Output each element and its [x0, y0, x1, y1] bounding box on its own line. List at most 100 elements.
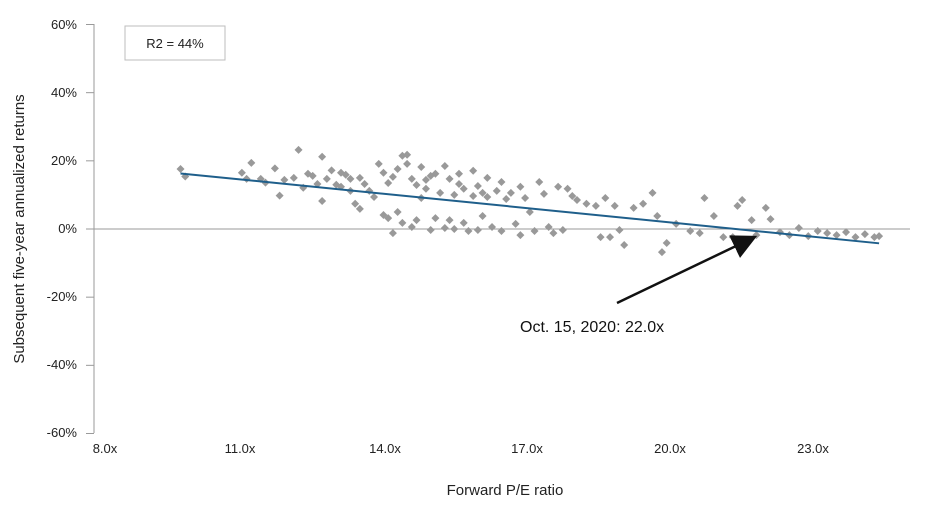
x-tick-label: 17.0x [511, 441, 543, 456]
data-point [421, 184, 430, 193]
data-point [393, 165, 402, 174]
data-point [766, 215, 775, 224]
data-point [431, 169, 440, 178]
data-point [511, 219, 520, 228]
data-point [709, 212, 718, 221]
x-tick-label: 8.0x [93, 441, 118, 456]
x-tick-label: 23.0x [797, 441, 829, 456]
data-point [412, 181, 421, 190]
y-tick-label: 60% [51, 17, 77, 32]
x-tick-label: 20.0x [654, 441, 686, 456]
data-point [469, 166, 478, 175]
r2-label: R2 = 44% [146, 36, 204, 51]
data-point [176, 165, 185, 174]
data-point [417, 162, 426, 171]
data-point [365, 186, 374, 195]
data-point [440, 161, 449, 170]
data-point [747, 216, 756, 225]
data-point [606, 233, 615, 242]
data-point [445, 174, 454, 183]
data-point [719, 233, 728, 242]
data-point [247, 158, 256, 167]
data-point [478, 188, 487, 197]
data-point [615, 226, 624, 235]
y-tick-label: -40% [47, 357, 78, 372]
data-point [370, 192, 379, 201]
data-point [842, 228, 851, 237]
data-point [450, 225, 459, 233]
data-point [455, 180, 463, 189]
data-point [473, 182, 482, 191]
data-point [275, 191, 284, 200]
y-axis-title: Subsequent five-year annualized returns [11, 94, 28, 363]
y-tick-marks [86, 24, 94, 434]
data-point [374, 159, 383, 168]
data-point [794, 223, 803, 232]
data-point [506, 188, 515, 197]
data-point [823, 229, 832, 238]
data-point [237, 168, 246, 177]
data-point [346, 174, 355, 183]
data-point [270, 164, 279, 173]
data-point [516, 231, 525, 240]
data-point [502, 195, 511, 204]
data-point [558, 226, 567, 235]
data-point [851, 233, 860, 242]
data-point [549, 229, 558, 238]
data-point [431, 214, 440, 223]
data-point [610, 201, 619, 210]
data-point [280, 175, 289, 184]
trend-line [180, 172, 880, 245]
x-tick-labels: 8.0x 11.0x 14.0x 17.0x 20.0x 23.0x [93, 441, 830, 456]
data-point [388, 229, 397, 238]
data-point [639, 199, 648, 208]
data-point [530, 227, 539, 236]
data-point [318, 152, 327, 161]
data-point [728, 233, 737, 242]
data-point [516, 182, 525, 191]
data-points [176, 145, 884, 257]
data-point [341, 170, 350, 179]
x-tick-label: 11.0x [225, 441, 256, 456]
data-point [657, 248, 666, 257]
data-point [478, 212, 487, 221]
data-point [360, 180, 369, 189]
data-point [629, 203, 638, 212]
data-point [695, 229, 704, 238]
data-point [488, 222, 497, 231]
annotation-arrow [616, 235, 758, 305]
data-point [384, 214, 393, 223]
data-point [813, 227, 822, 236]
data-point [355, 204, 364, 213]
data-point [653, 212, 662, 221]
data-point [596, 233, 605, 242]
data-point [459, 218, 468, 227]
data-point [582, 199, 591, 208]
data-point [351, 199, 360, 208]
data-point [421, 175, 430, 184]
data-point [384, 178, 393, 187]
data-point [601, 193, 610, 202]
y-tick-label: 40% [51, 85, 77, 100]
data-point [459, 184, 468, 193]
data-point [483, 192, 492, 201]
data-point [733, 201, 742, 210]
data-point [464, 227, 473, 236]
y-tick-label: 0% [58, 221, 77, 236]
data-point [308, 171, 317, 180]
data-point [832, 231, 841, 240]
y-tick-label: -20% [47, 289, 78, 304]
data-point [875, 232, 884, 241]
data-point [539, 189, 548, 198]
x-axis-title: Forward P/E ratio [447, 482, 564, 499]
data-point [492, 186, 501, 195]
r2-box [124, 25, 226, 61]
data-point [544, 222, 553, 231]
data-point [497, 177, 506, 186]
data-point [294, 145, 303, 154]
data-point [388, 172, 397, 181]
data-point [525, 207, 534, 216]
data-point [483, 173, 492, 182]
data-point [289, 173, 298, 182]
data-point [393, 207, 402, 216]
